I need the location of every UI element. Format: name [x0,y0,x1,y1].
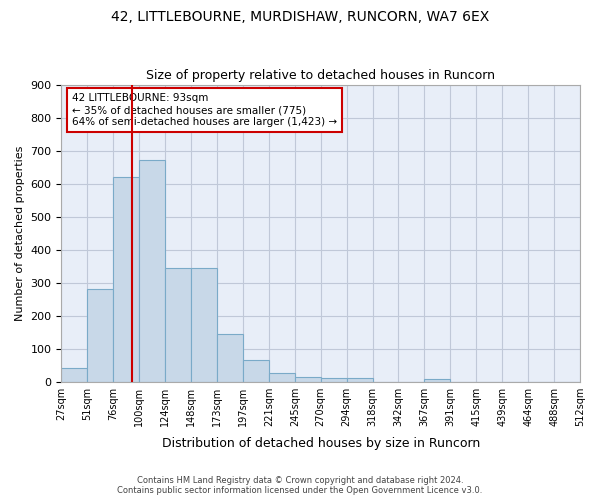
Y-axis label: Number of detached properties: Number of detached properties [15,146,25,321]
Bar [243,360,269,382]
X-axis label: Distribution of detached houses by size in Runcorn: Distribution of detached houses by size … [161,437,480,450]
Bar [61,368,88,382]
Bar [321,378,347,382]
Bar [295,378,321,382]
Bar [113,177,139,382]
Bar [424,379,451,382]
Bar [165,268,191,382]
Text: Contains HM Land Registry data © Crown copyright and database right 2024.
Contai: Contains HM Land Registry data © Crown c… [118,476,482,495]
Bar [191,268,217,382]
Bar [347,378,373,382]
Bar [217,334,243,382]
Bar [139,160,165,382]
Text: 42 LITTLEBOURNE: 93sqm
← 35% of detached houses are smaller (775)
64% of semi-de: 42 LITTLEBOURNE: 93sqm ← 35% of detached… [72,94,337,126]
Bar [88,289,113,382]
Text: 42, LITTLEBOURNE, MURDISHAW, RUNCORN, WA7 6EX: 42, LITTLEBOURNE, MURDISHAW, RUNCORN, WA… [111,10,489,24]
Title: Size of property relative to detached houses in Runcorn: Size of property relative to detached ho… [146,69,495,82]
Bar [269,372,295,382]
